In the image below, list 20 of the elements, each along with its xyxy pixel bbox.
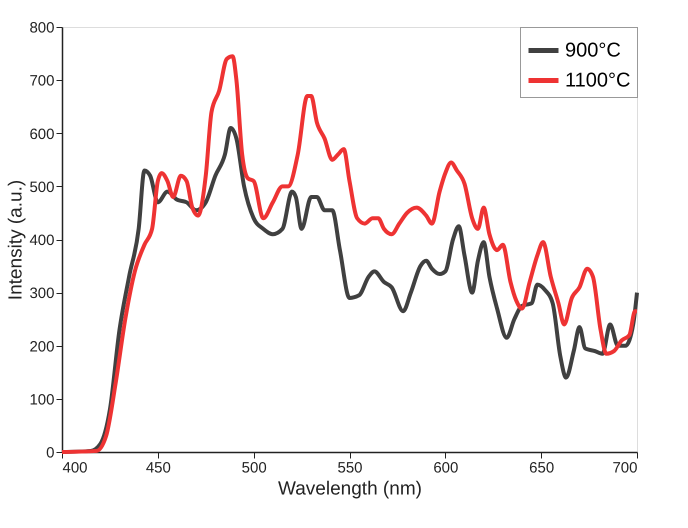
y-tick-label: 200	[29, 338, 54, 356]
x-tick-label: 450	[146, 460, 171, 476]
y-tick-label: 700	[29, 72, 54, 90]
legend-label: 900°C	[565, 40, 621, 62]
y-tick-label: 500	[29, 178, 54, 196]
y-tick-label: 400	[29, 232, 54, 249]
legend-label: 1100°C	[565, 70, 630, 92]
x-tick-label: 700	[612, 460, 638, 476]
x-axis-title: Wavelength (nm)	[278, 478, 422, 500]
y-tick-label: 800	[29, 20, 54, 36]
x-tick-label: 650	[529, 460, 554, 476]
x-tick-label: 500	[242, 460, 267, 476]
y-tick-label: 600	[29, 126, 54, 143]
y-tick-label: 300	[29, 285, 54, 302]
y-tick-label: 0	[46, 444, 54, 462]
x-tick-label: 400	[62, 460, 88, 476]
y-axis-title: Intensity (a.u.)	[5, 180, 26, 300]
x-tick-label: 550	[337, 460, 363, 476]
y-tick-label: 100	[29, 391, 54, 408]
x-tick-label: 600	[433, 460, 458, 476]
